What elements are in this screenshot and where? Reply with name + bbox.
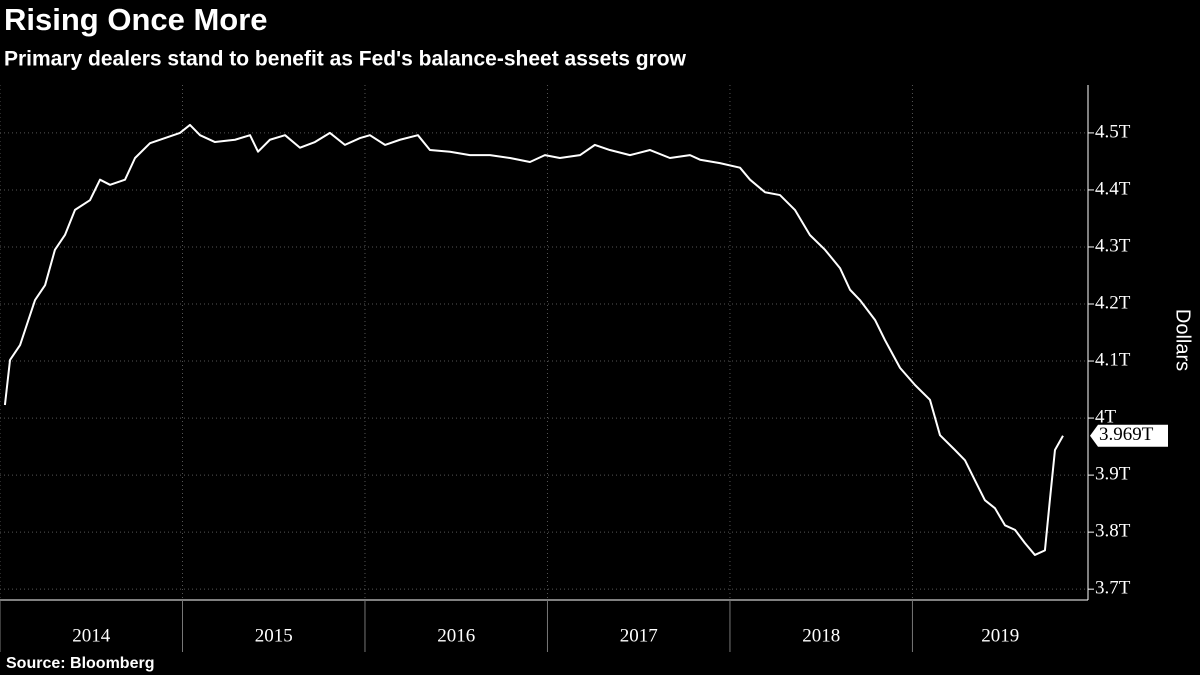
chart-title: Rising Once More [4,2,268,37]
line-series [3,123,1064,556]
y-tick-label: 4.2T [1095,292,1131,313]
x-tick-label: 2017 [620,625,658,646]
x-tick-label: 2018 [802,625,840,646]
y-tick-label: 4.5T [1095,121,1131,142]
y-tick-label: 3.7T [1095,578,1131,599]
y-tick-label: 3.8T [1095,520,1131,541]
y-axis-label: Dollars [1172,309,1194,371]
y-tick-label: 3.9T [1095,463,1131,484]
x-tick-label: 2015 [255,625,293,646]
y-tick-label: 4.4T [1095,178,1131,199]
x-tick-label: 2016 [437,625,475,646]
value-flag-label: 3.969T [1099,424,1154,445]
source: Source: Bloomberg [6,655,154,672]
y-tick-label: 4.1T [1095,349,1131,370]
x-tick-label: 2014 [72,625,111,646]
chart-subtitle: Primary dealers stand to benefit as Fed'… [4,48,687,71]
value-flag [1090,424,1168,447]
y-tick-label: 4.3T [1095,235,1131,256]
x-tick-label: 2019 [981,625,1019,646]
y-tick-label: 4T [1095,406,1117,427]
